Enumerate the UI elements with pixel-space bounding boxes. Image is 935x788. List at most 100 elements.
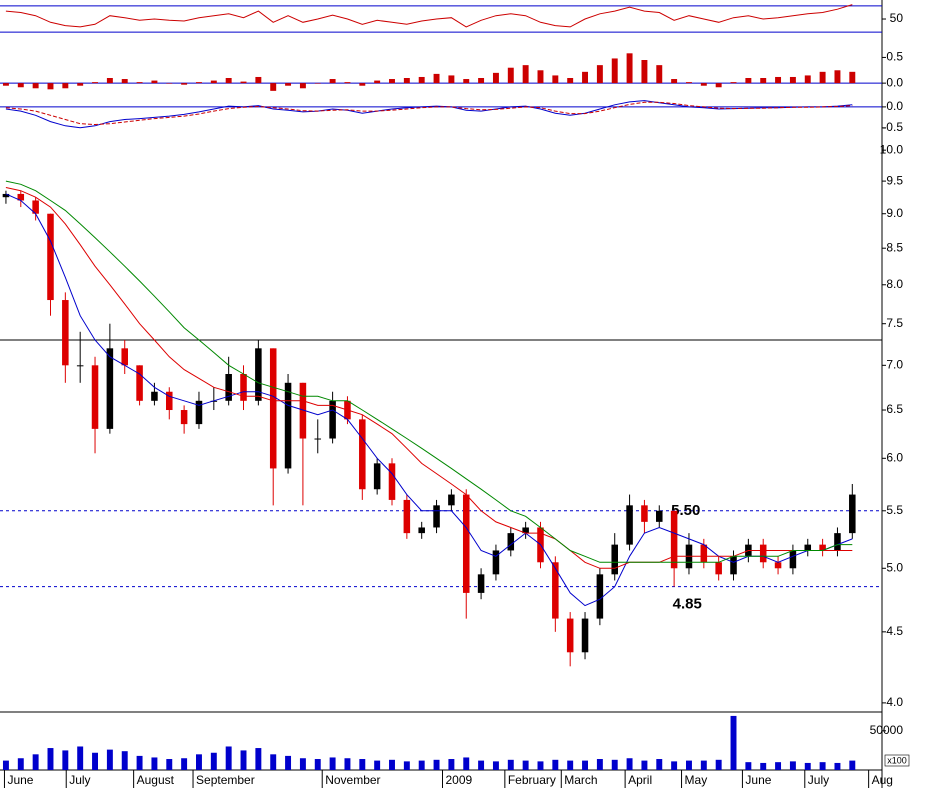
bar	[374, 80, 381, 84]
bar	[106, 78, 113, 84]
y-tick-label: 0.5	[886, 50, 903, 64]
candle-body	[403, 499, 411, 534]
bar	[671, 79, 678, 84]
candle-body	[17, 193, 25, 201]
bar	[255, 748, 262, 770]
bar	[448, 759, 455, 770]
bar	[418, 760, 425, 770]
bar	[478, 78, 485, 84]
candle-body	[151, 391, 158, 401]
y-tick-label: 5.0	[886, 560, 903, 574]
bar	[403, 761, 410, 770]
bar	[433, 73, 440, 84]
bar	[77, 83, 84, 86]
y-tick-label: 6.5	[886, 402, 903, 416]
candle-body	[62, 300, 69, 366]
bar	[775, 76, 782, 84]
candle-body	[269, 348, 277, 469]
bar	[403, 78, 410, 84]
bar	[819, 71, 826, 84]
x-tick-label: Aug	[872, 773, 893, 787]
series-line	[5, 100, 853, 129]
candle-body	[418, 527, 425, 534]
bar	[285, 83, 292, 86]
candle-body	[789, 550, 797, 569]
bar	[47, 748, 54, 770]
candle-body	[240, 373, 247, 401]
y-tick-label: 6.0	[886, 450, 903, 464]
bar	[270, 754, 277, 770]
bar	[62, 750, 69, 770]
candle-body	[626, 505, 633, 545]
unit-box	[884, 754, 910, 767]
bar	[210, 752, 217, 770]
candle-body	[566, 618, 574, 653]
bar	[745, 762, 752, 770]
bar	[344, 758, 351, 770]
bar	[32, 83, 39, 89]
bar	[715, 83, 722, 88]
y-tick-label: 9.5	[886, 173, 903, 187]
x-tick-label: March	[564, 773, 597, 787]
bar	[196, 82, 202, 84]
bar	[329, 79, 336, 84]
bar	[17, 758, 24, 770]
bar	[804, 762, 811, 770]
bar	[567, 760, 574, 770]
y-tick-label: 4.0	[886, 695, 903, 709]
bar	[92, 82, 98, 84]
bar	[314, 759, 321, 770]
bar	[849, 760, 856, 770]
bar	[136, 755, 143, 770]
bar	[552, 759, 559, 770]
bar	[151, 80, 158, 84]
bar	[686, 82, 692, 84]
bar	[121, 79, 128, 84]
bar	[2, 83, 9, 86]
candle-body	[299, 382, 307, 439]
bar	[522, 65, 529, 84]
bar	[789, 761, 796, 770]
bar	[448, 75, 455, 84]
x-tick-label: July	[808, 773, 829, 787]
bar	[478, 760, 485, 770]
panel: 50	[0, 4, 903, 33]
bar	[849, 71, 856, 84]
candle-body	[492, 550, 500, 575]
bar	[389, 79, 395, 84]
y-tick-label: 9.0	[886, 206, 903, 220]
bar	[151, 757, 158, 770]
bar	[596, 65, 603, 84]
x-tick-label: July	[69, 773, 90, 787]
bar	[760, 78, 767, 84]
panel: 0.0 0.5	[0, 50, 903, 91]
bar	[359, 759, 366, 770]
candle-body	[730, 556, 737, 575]
candle-body	[314, 438, 322, 440]
y-tick-label: 50000	[870, 723, 904, 737]
bar	[225, 78, 232, 84]
candle-body	[359, 419, 366, 490]
bar	[166, 759, 173, 770]
bar	[834, 762, 841, 770]
bar	[181, 83, 188, 85]
bar	[700, 760, 707, 770]
candle-body	[804, 544, 812, 551]
bar	[374, 760, 381, 770]
candle-body	[462, 494, 470, 593]
candle-body	[670, 510, 678, 569]
bar	[700, 83, 707, 86]
y-tick-label: 8.5	[886, 240, 903, 254]
bar	[299, 83, 306, 89]
bar	[656, 759, 663, 770]
unit-label: x100	[887, 755, 907, 765]
series-line	[5, 187, 853, 569]
candle-body	[284, 382, 292, 469]
panel: 10.0 9.5 9.0 8.5 8.0 7.5 7.0 6.5 6.0 5.5 5.0 4.5 4.0…	[0, 142, 903, 709]
y-tick-label: -0.5	[882, 120, 903, 134]
y-tick-label: 8.0	[886, 277, 903, 291]
bar	[582, 71, 588, 84]
x-tick-label: September	[196, 773, 255, 787]
bar	[507, 759, 514, 770]
candle-body	[819, 544, 826, 551]
